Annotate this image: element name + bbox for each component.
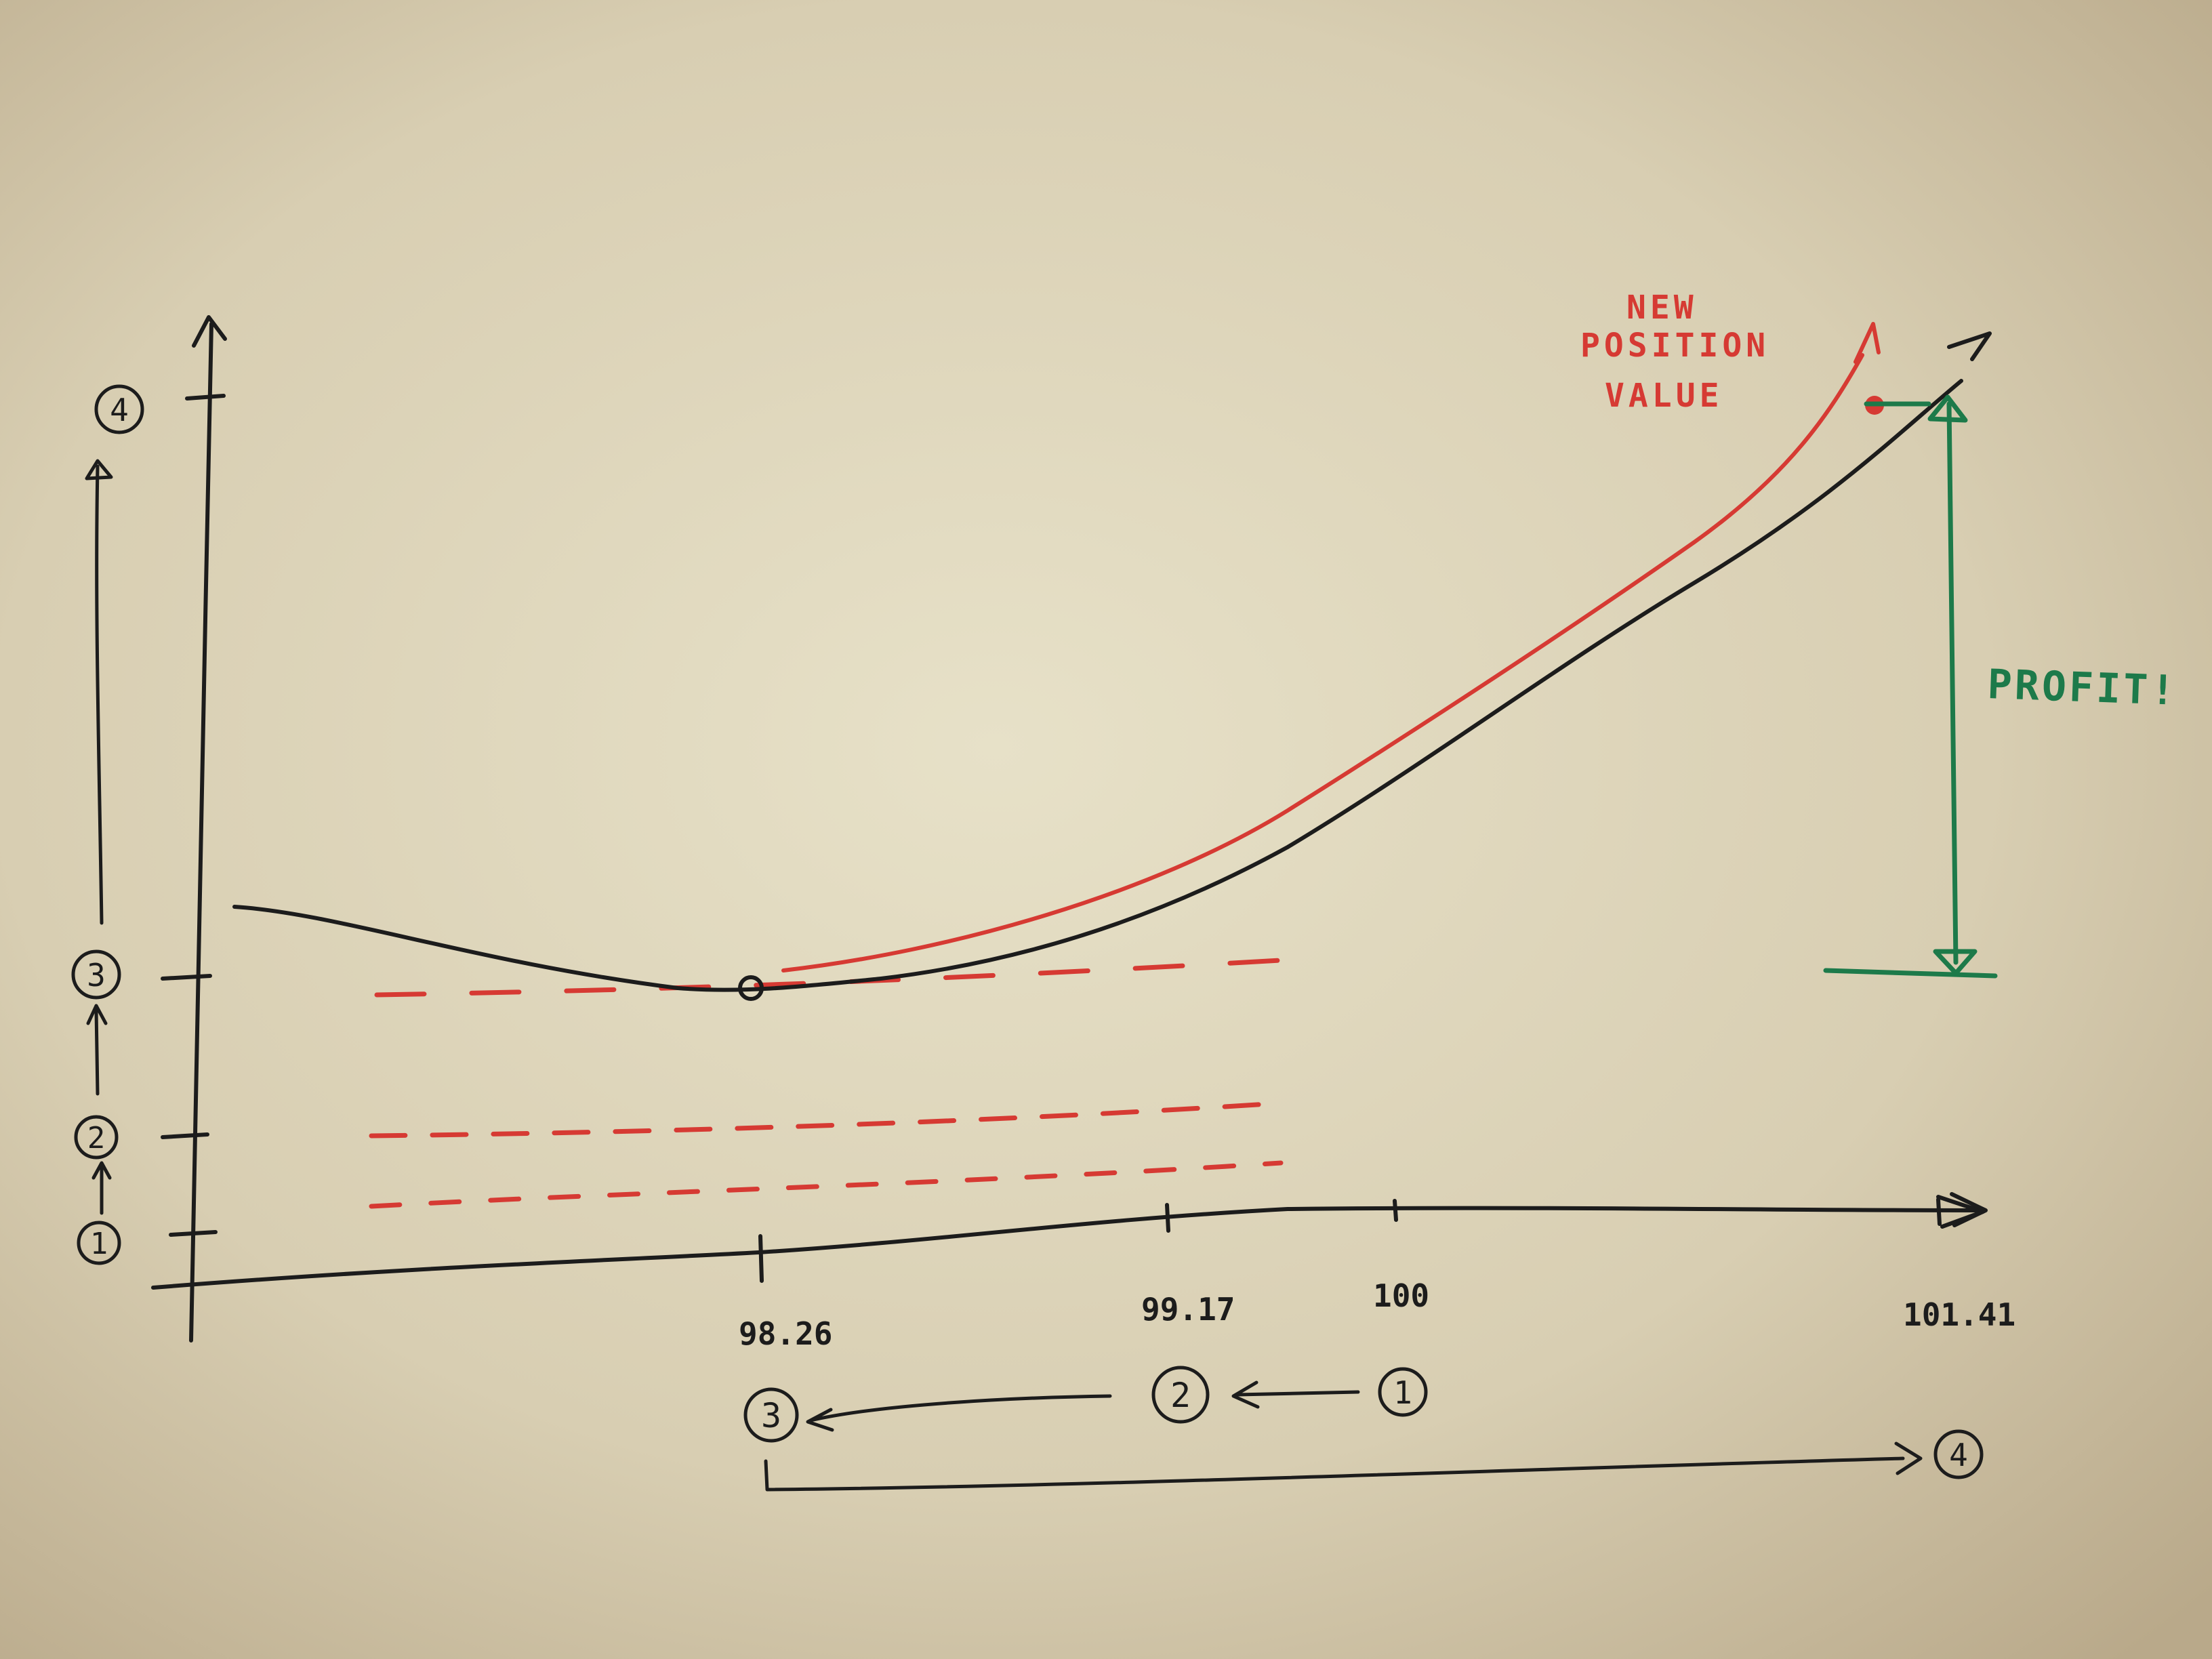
x-tick-98-26 bbox=[758, 1234, 764, 1283]
arrow-1-to-2-bottom bbox=[1235, 1390, 1360, 1397]
y-axis-arrowhead bbox=[192, 315, 227, 348]
y-marker-4: 4 bbox=[94, 384, 144, 434]
annotation-value: VALUE bbox=[1605, 377, 1723, 415]
y-marker-3: 3 bbox=[71, 949, 121, 1000]
bottom-marker-2: 2 bbox=[1151, 1366, 1210, 1424]
arrow-2-to-3-bottom-head bbox=[806, 1408, 834, 1432]
new-position-annotation: NEW POSITION VALUE bbox=[1580, 289, 1769, 415]
arrow-2-to-3-head bbox=[86, 1004, 108, 1025]
dashed-level-3 bbox=[374, 956, 1317, 998]
arrow-3-to-4-head bbox=[85, 459, 113, 480]
arrow-1-to-2-bottom-head bbox=[1231, 1380, 1260, 1409]
x-tick-101-41 bbox=[1936, 1197, 1942, 1226]
profit-arrowhead-bottom bbox=[1933, 949, 1978, 976]
bottom-marker-1-label: 1 bbox=[1393, 1374, 1412, 1411]
y-tick-4 bbox=[185, 394, 226, 401]
y-marker-4-label: 4 bbox=[110, 392, 129, 428]
y-sequence-arrows bbox=[85, 459, 113, 1215]
arrow-2-to-3 bbox=[94, 1008, 100, 1096]
profit-arrowhead-top bbox=[1927, 394, 1968, 423]
bottom-sequence-arrows bbox=[764, 1380, 1923, 1492]
arrow-1-to-2-head bbox=[91, 1161, 112, 1180]
bottom-markers: 3 2 1 4 bbox=[743, 1366, 1984, 1479]
arrow-3-to-4 bbox=[95, 464, 104, 925]
y-marker-3-label: 3 bbox=[87, 957, 106, 994]
profit-label: PROFIT! bbox=[1986, 661, 2178, 715]
y-marker-1: 1 bbox=[77, 1221, 121, 1265]
bottom-marker-4-label: 4 bbox=[1949, 1437, 1968, 1473]
bottom-marker-4: 4 bbox=[1933, 1429, 1984, 1479]
x-tick-label-98-26: 98.26 bbox=[739, 1315, 832, 1352]
x-tick-100 bbox=[1393, 1199, 1398, 1222]
y-tick-2 bbox=[161, 1132, 209, 1139]
bottom-marker-2-label: 2 bbox=[1170, 1376, 1191, 1415]
bottom-marker-3-label: 3 bbox=[761, 1396, 781, 1435]
y-axis-line bbox=[189, 322, 213, 1343]
annotation-position: POSITION bbox=[1580, 327, 1769, 365]
dashed-level-2 bbox=[369, 1101, 1281, 1139]
bottom-marker-1: 1 bbox=[1378, 1367, 1428, 1417]
y-marker-2-label: 2 bbox=[87, 1121, 106, 1155]
y-marker-2: 2 bbox=[74, 1115, 119, 1160]
x-tick-label-99-17: 99.17 bbox=[1141, 1291, 1235, 1328]
y-tick-1 bbox=[169, 1230, 218, 1237]
position-value-curve-arrowhead bbox=[1947, 331, 1992, 361]
arrow-3-to-4-bottom-head bbox=[1894, 1441, 1923, 1475]
profit-bottom-line bbox=[1823, 968, 1998, 979]
bottom-marker-3: 3 bbox=[743, 1387, 799, 1443]
x-tick-label-101-41: 101.41 bbox=[1903, 1296, 2015, 1333]
x-tick-99-17 bbox=[1165, 1203, 1170, 1233]
axes bbox=[151, 315, 1988, 1343]
y-tick-3 bbox=[161, 974, 212, 981]
x-axis-line bbox=[151, 1206, 1981, 1290]
profit-bracket bbox=[1823, 394, 1998, 979]
x-tick-labels: 98.26 99.17 100 101.41 bbox=[739, 1277, 2015, 1352]
dashed-level-1 bbox=[369, 1160, 1284, 1209]
y-markers: 1 2 3 4 bbox=[71, 384, 144, 1265]
arrow-3-to-4-bottom bbox=[764, 1456, 1905, 1492]
position-value-curve bbox=[232, 379, 1963, 992]
x-axis-arrowhead-2 bbox=[1950, 1192, 1988, 1227]
red-dashed-levels bbox=[369, 956, 1317, 1209]
y-marker-1-label: 1 bbox=[90, 1227, 108, 1261]
profit-vertical-line bbox=[1946, 401, 1959, 965]
minimum-point-marker bbox=[738, 975, 764, 1001]
arrow-2-to-3-bottom bbox=[808, 1394, 1112, 1422]
x-tick-label-100: 100 bbox=[1373, 1277, 1429, 1314]
annotation-new: NEW bbox=[1626, 289, 1698, 327]
new-position-arrowhead bbox=[1853, 322, 1881, 364]
new-position-value-curve bbox=[781, 353, 1864, 972]
